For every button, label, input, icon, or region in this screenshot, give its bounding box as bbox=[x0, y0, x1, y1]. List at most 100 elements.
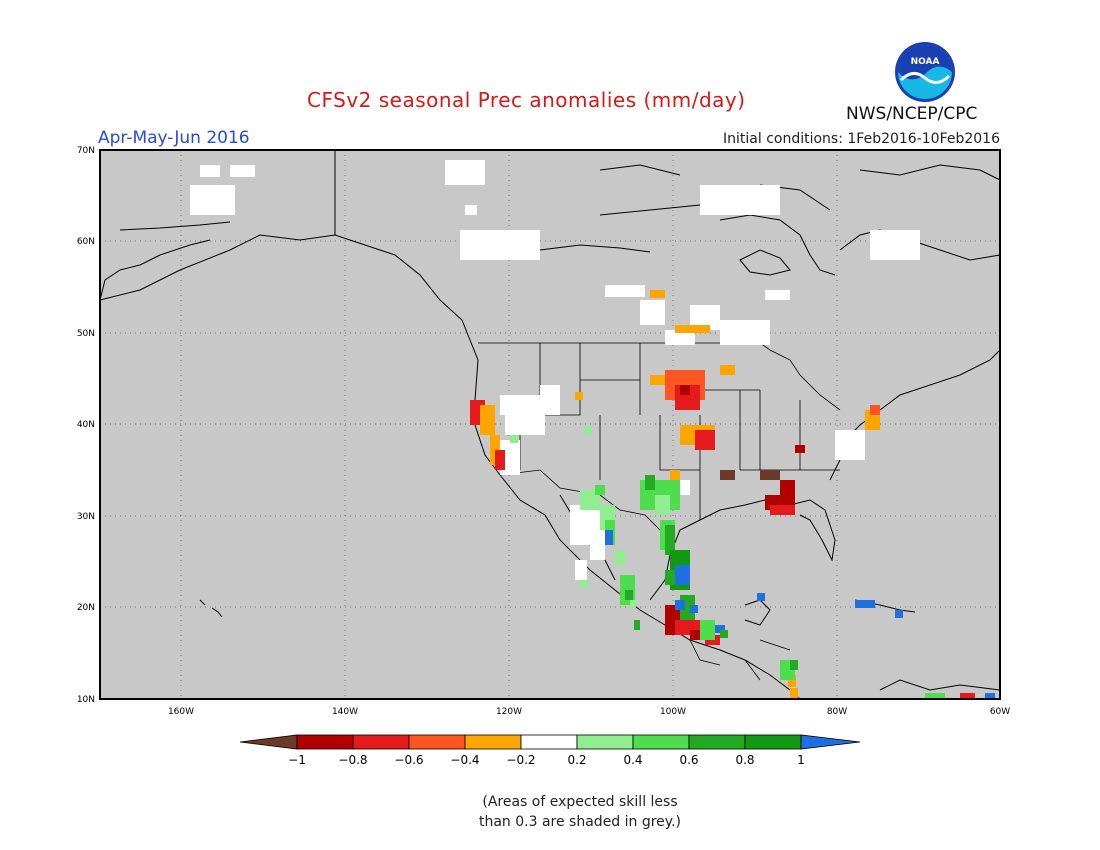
anomaly-cell bbox=[690, 605, 698, 613]
anomaly-cell bbox=[870, 230, 920, 260]
colorbar-tick-label: −0.6 bbox=[394, 753, 423, 767]
anomaly-cell bbox=[445, 160, 485, 185]
lon-label: 100W bbox=[660, 707, 686, 717]
anomaly-cell bbox=[985, 693, 995, 699]
anomaly-cell bbox=[760, 470, 780, 480]
anomaly-cell bbox=[645, 475, 655, 490]
colorbar-tick-label: −1 bbox=[288, 753, 306, 767]
anomaly-cell bbox=[625, 590, 633, 600]
anomaly-cell bbox=[925, 693, 945, 699]
colorbar-segment bbox=[408, 734, 466, 750]
anomaly-cell bbox=[720, 365, 735, 375]
colorbar-tick-label: 0.2 bbox=[567, 753, 586, 767]
anomaly-cell bbox=[765, 290, 790, 300]
anomaly-cell bbox=[460, 230, 540, 260]
colorbar-tick-label: −0.4 bbox=[450, 753, 479, 767]
anomaly-cell bbox=[680, 485, 690, 495]
anomaly-cell bbox=[675, 600, 685, 610]
anomaly-cell bbox=[190, 185, 235, 215]
anomaly-cell bbox=[757, 593, 765, 601]
anomaly-cell bbox=[615, 550, 625, 565]
anomaly-cell bbox=[700, 620, 715, 640]
anomaly-cell bbox=[790, 660, 798, 670]
anomaly-cell bbox=[570, 505, 605, 545]
colorbar-tick-label: 1 bbox=[797, 753, 805, 767]
anomaly-cell bbox=[680, 385, 690, 395]
anomaly-cell bbox=[870, 405, 880, 415]
anomaly-cell bbox=[675, 325, 710, 333]
anomaly-cell bbox=[505, 415, 545, 435]
anomaly-cell bbox=[670, 470, 680, 480]
lon-label: 120W bbox=[496, 707, 522, 717]
anomaly-cell bbox=[855, 600, 875, 608]
lat-label: 50N bbox=[77, 329, 95, 339]
graticule bbox=[100, 150, 1000, 699]
anomaly-cell bbox=[230, 165, 255, 177]
anomaly-cell bbox=[575, 392, 583, 400]
colorbar-segment bbox=[576, 734, 634, 750]
anomaly-cell bbox=[500, 395, 560, 415]
lat-label: 40N bbox=[77, 420, 95, 430]
colorbar: −1 −0.8 −0.6 −0.4 −0.2 0.2 0.4 0.6 0.8 1 bbox=[239, 734, 861, 767]
colorbar-arrow-low bbox=[239, 734, 298, 750]
anomaly-cell bbox=[200, 165, 220, 177]
lat-label: 20N bbox=[77, 603, 95, 613]
lat-label: 70N bbox=[77, 146, 95, 156]
anomaly-cell bbox=[790, 688, 798, 699]
anomaly-cell bbox=[580, 580, 588, 588]
initial-conditions: Initial conditions: 1Feb2016-10Feb2016 bbox=[723, 131, 1000, 147]
anomaly-cell bbox=[605, 285, 645, 297]
anomaly-cell bbox=[690, 630, 705, 640]
colorbar-tick-label: 0.8 bbox=[735, 753, 754, 767]
anomaly-cell bbox=[780, 480, 795, 495]
anomaly-cell bbox=[720, 630, 728, 638]
anomaly-cell bbox=[510, 435, 518, 443]
footnote: (Areas of expected skill less than 0.3 a… bbox=[400, 792, 760, 832]
anomaly-cell bbox=[465, 205, 477, 215]
colorbar-segment bbox=[296, 734, 354, 750]
colorbar-segment bbox=[352, 734, 410, 750]
anomaly-cell bbox=[715, 625, 725, 633]
anomaly-cell bbox=[575, 560, 587, 580]
latitude-labels: 70N 60N 50N 40N 30N 20N 10N bbox=[77, 146, 95, 705]
anomaly-cell bbox=[665, 525, 675, 555]
longitude-labels: 160W 140W 120W 100W 80W 60W bbox=[168, 707, 1010, 717]
colorbar-segment bbox=[688, 734, 746, 750]
anomaly-cell bbox=[595, 485, 605, 495]
lon-label: 140W bbox=[332, 707, 358, 717]
anomaly-cell bbox=[650, 375, 665, 385]
lat-label: 30N bbox=[77, 512, 95, 522]
footnote-line-1: (Areas of expected skill less bbox=[482, 794, 678, 810]
anomaly-cell bbox=[788, 675, 796, 687]
anomaly-cell bbox=[540, 385, 560, 395]
anomaly-cell bbox=[960, 693, 975, 699]
anomaly-cell bbox=[634, 620, 640, 630]
lon-label: 160W bbox=[168, 707, 194, 717]
colorbar-tick-label: 0.4 bbox=[623, 753, 642, 767]
lat-label: 10N bbox=[77, 695, 95, 705]
footnote-line-2: than 0.3 are shaded in grey.) bbox=[478, 814, 681, 830]
anomaly-cell bbox=[630, 600, 636, 608]
anomaly-cell bbox=[720, 320, 770, 345]
map-frame bbox=[99, 149, 1001, 700]
lat-label: 60N bbox=[77, 237, 95, 247]
anomaly-cell bbox=[695, 430, 715, 450]
anomaly-cell bbox=[795, 445, 805, 453]
colorbar-arrow-high bbox=[800, 734, 861, 750]
colorbar-tick-label: −0.8 bbox=[338, 753, 367, 767]
colorbar-tick-label: −0.2 bbox=[506, 753, 535, 767]
colorbar-segment bbox=[632, 734, 690, 750]
noaa-logo: NOAA bbox=[895, 42, 955, 102]
colorbar-segment bbox=[520, 734, 578, 750]
anomaly-cell bbox=[495, 450, 505, 470]
anomaly-cell bbox=[480, 405, 495, 435]
logo-text: NOAA bbox=[911, 57, 940, 67]
anomaly-cell bbox=[675, 565, 690, 585]
map-background bbox=[100, 150, 1000, 699]
colorbar-segment bbox=[744, 734, 802, 750]
anomaly-cell bbox=[650, 290, 665, 298]
anomaly-cell bbox=[585, 425, 591, 435]
anomaly-cell bbox=[640, 300, 665, 325]
colorbar-segment bbox=[464, 734, 522, 750]
